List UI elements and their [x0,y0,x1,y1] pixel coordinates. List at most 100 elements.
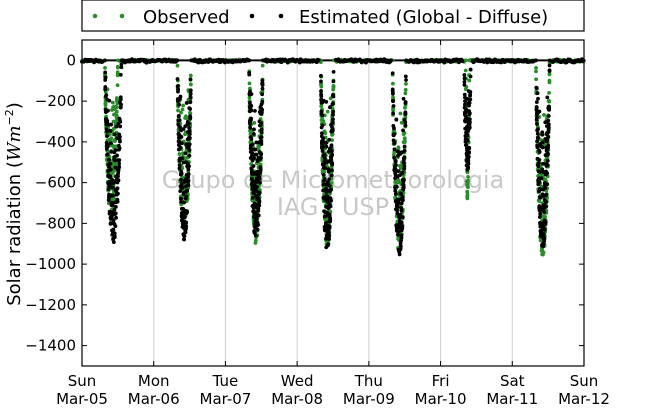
y-tick-label: −1000 [25,255,76,273]
data-point [249,92,254,97]
data-point [547,80,552,85]
data-point [187,125,191,130]
data-point [182,237,186,242]
data-point [258,171,262,175]
data-point [390,91,395,96]
x-tick-label: Mar-05 [56,390,108,408]
data-point [180,156,185,161]
data-point [467,78,472,83]
data-point [260,63,265,68]
data-point [462,73,467,77]
data-point [258,155,263,160]
data-point [247,70,252,75]
data-point [327,137,332,142]
data-point [112,207,117,212]
data-point [323,131,328,136]
data-point [321,119,326,123]
data-point [251,179,256,184]
gridlines [153,40,513,366]
data-point [544,200,549,204]
data-point [544,192,549,197]
data-point [320,145,325,150]
data-point [546,122,551,127]
data-point [329,198,333,203]
data-point [180,166,185,171]
data-point [547,91,551,95]
data-point [119,62,124,67]
data-point [394,181,399,186]
data-point [116,174,120,179]
data-point [108,161,113,166]
data-point [115,73,120,78]
x-tick-label: Sat [500,372,525,390]
data-point [108,174,113,179]
legend-estimated-marker [278,13,284,19]
data-point [534,105,539,110]
data-point [109,136,114,141]
data-point [465,196,470,201]
y-tick-label: −1200 [25,296,76,314]
data-point [185,210,190,214]
data-point [392,147,397,152]
data-point [116,168,121,173]
x-tick-label: Mar-07 [200,390,252,408]
data-point [402,136,407,141]
data-point [464,143,469,147]
data-point [247,86,252,91]
data-point [111,240,116,244]
data-point [395,211,400,216]
data-point [109,149,114,154]
data-point [402,166,407,171]
data-point [400,170,405,175]
data-point [331,69,336,74]
data-point [404,58,409,63]
data-point [319,79,323,84]
data-point [465,190,470,195]
data-point [534,65,538,70]
data-point [399,201,404,206]
data-point [468,74,473,79]
data-point [178,145,183,150]
data-point [331,112,335,117]
data-point [393,195,398,200]
data-point [326,169,331,174]
data-point [467,111,472,116]
data-point [398,212,403,217]
x-tick-label: Fri [432,372,450,390]
data-point [257,190,262,195]
data-point [328,96,333,101]
data-point [259,139,264,144]
x-tick-label: Thu [354,372,383,390]
data-point [111,193,115,198]
data-point [188,82,193,87]
data-point [403,74,408,79]
data-point [254,152,259,157]
data-point [175,77,180,81]
data-point [249,103,254,108]
data-point [175,58,180,63]
data-point [547,107,551,112]
data-point [535,91,540,96]
data-point [320,123,325,128]
data-point [175,84,180,89]
data-point [116,58,121,63]
data-point [319,94,324,99]
data-point [118,119,123,124]
data-point [533,58,538,63]
data-point [466,175,470,179]
data-point [396,201,401,205]
data-point [537,199,542,204]
data-point [183,151,188,156]
data-point [398,244,403,249]
data-point [536,96,540,101]
data-point [466,158,471,163]
data-point [255,185,259,189]
data-point [187,153,192,158]
data-point [260,83,265,87]
data-point [106,108,110,113]
data-point [462,82,467,87]
data-point [543,186,548,190]
data-point [466,154,471,159]
data-point [115,136,119,141]
